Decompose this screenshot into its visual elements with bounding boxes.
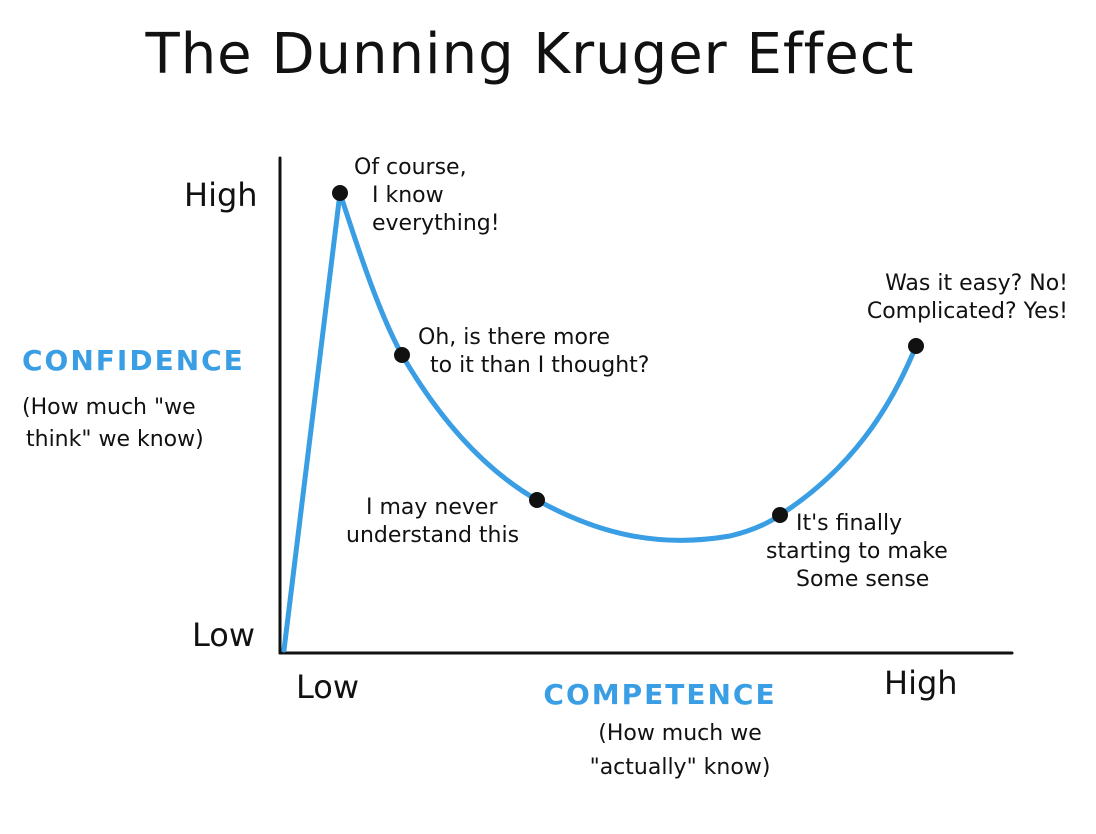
annotation-peak-line: I know: [372, 183, 444, 208]
annotation-plateau-line: Complicated? Yes!: [866, 299, 1068, 324]
annotation-decline-line: to it than I thought?: [430, 353, 650, 378]
valley-point: [529, 492, 545, 508]
annotation-decline-line: Oh, is there more: [418, 325, 610, 350]
x-tick-high: High: [884, 664, 958, 702]
y-axis-sublabel-line2: think" we know): [26, 427, 204, 452]
diagram-title: The Dunning Kruger Effect: [145, 22, 915, 87]
rising-point: [772, 507, 788, 523]
y-tick-high: High: [184, 176, 258, 214]
annotation-peak-line: everything!: [372, 211, 500, 236]
x-axis-sublabel-line2: "actually" know): [589, 755, 771, 780]
annotation-rising-line: starting to make: [766, 539, 948, 564]
annotation-plateau-line: Was it easy? No!: [885, 271, 1068, 296]
dunning-kruger-curve: [281, 190, 919, 653]
annotation-rising-line: Some sense: [796, 567, 930, 592]
peak-point: [332, 185, 348, 201]
y-axis-label: CONFIDENCE: [22, 344, 245, 377]
annotation-peak: Of course, I know everything!: [354, 154, 500, 238]
x-tick-low: Low: [296, 668, 360, 706]
annotation-valley: I may never understand this: [346, 494, 519, 550]
decline-point: [394, 347, 410, 363]
annotation-decline: Oh, is there more to it than I thought?: [418, 324, 649, 380]
annotation-valley-line: understand this: [346, 523, 520, 548]
annotation-valley-line: I may never: [366, 495, 498, 520]
annotation-peak-line: Of course,: [354, 155, 467, 180]
annotation-rising-line: It's finally: [796, 511, 903, 536]
y-tick-low: Low: [192, 616, 256, 654]
x-axis-label: COMPETENCE: [543, 678, 777, 711]
annotation-rising: It's finally starting to make Some sense: [766, 510, 948, 594]
annotation-plateau: Was it easy? No! Complicated? Yes!: [832, 270, 1068, 326]
y-axis-sublabel-line1: (How much "we: [22, 395, 196, 420]
x-axis-sublabel-line1: (How much we: [598, 721, 762, 746]
plateau-point: [908, 338, 924, 354]
